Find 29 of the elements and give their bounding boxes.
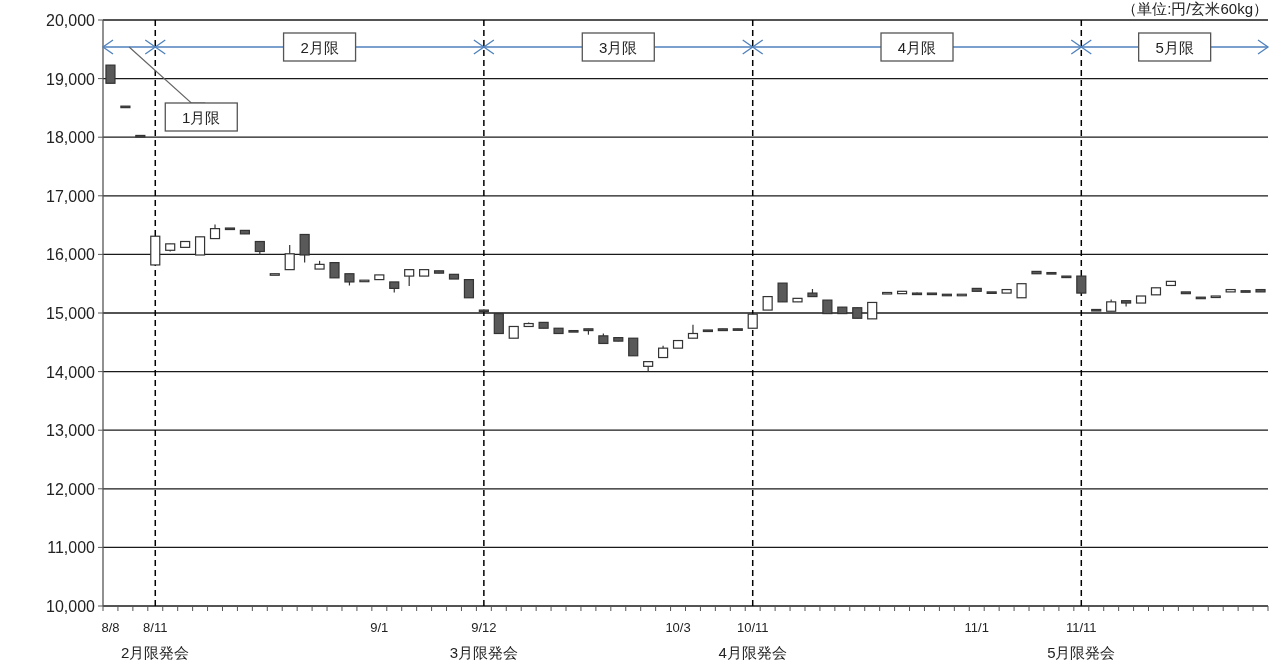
annotation: 5月限 bbox=[1155, 39, 1194, 56]
y-tick-label: 19,000 bbox=[46, 70, 96, 88]
text: 2月限発会 bbox=[121, 644, 190, 661]
y-tick-label: 12,000 bbox=[46, 480, 96, 498]
y-tick-label: 17,000 bbox=[46, 187, 96, 205]
text: 4月限発会 bbox=[718, 644, 787, 661]
x-tick-label: 11/11 bbox=[1066, 620, 1097, 635]
y-tick-label: 16,000 bbox=[46, 246, 96, 264]
annotation: 3月限 bbox=[599, 39, 638, 56]
x-tick-label: 8/11 bbox=[143, 620, 168, 635]
x-tick-label: 8/8 bbox=[101, 620, 120, 635]
x-tick-label: 10/11 bbox=[736, 620, 769, 635]
x-tick-label: 11/1 bbox=[964, 620, 989, 635]
y-tick-label: 13,000 bbox=[46, 422, 96, 440]
annotation: 1月限 bbox=[182, 109, 221, 126]
y-tick-label: 14,000 bbox=[46, 363, 96, 381]
x-tick-label: 9/1 bbox=[370, 620, 389, 635]
y-tick-label: 20,000 bbox=[46, 12, 96, 29]
x-tick-label: 10/3 bbox=[665, 620, 691, 635]
text: 3月限発会 bbox=[449, 644, 519, 661]
annotation: 4月限 bbox=[897, 39, 937, 56]
y-tick-label: 18,000 bbox=[46, 129, 96, 147]
text: （単位:円/玄米60kg） bbox=[1122, 0, 1268, 17]
text: 5月限発会 bbox=[1047, 644, 1116, 661]
y-tick-label: 11,000 bbox=[47, 539, 96, 557]
x-tick-label: 9/12 bbox=[471, 620, 497, 635]
y-tick-label: 10,000 bbox=[46, 598, 96, 615]
y-tick-label: 15,000 bbox=[46, 305, 96, 322]
annotation: 2月限 bbox=[300, 39, 339, 56]
